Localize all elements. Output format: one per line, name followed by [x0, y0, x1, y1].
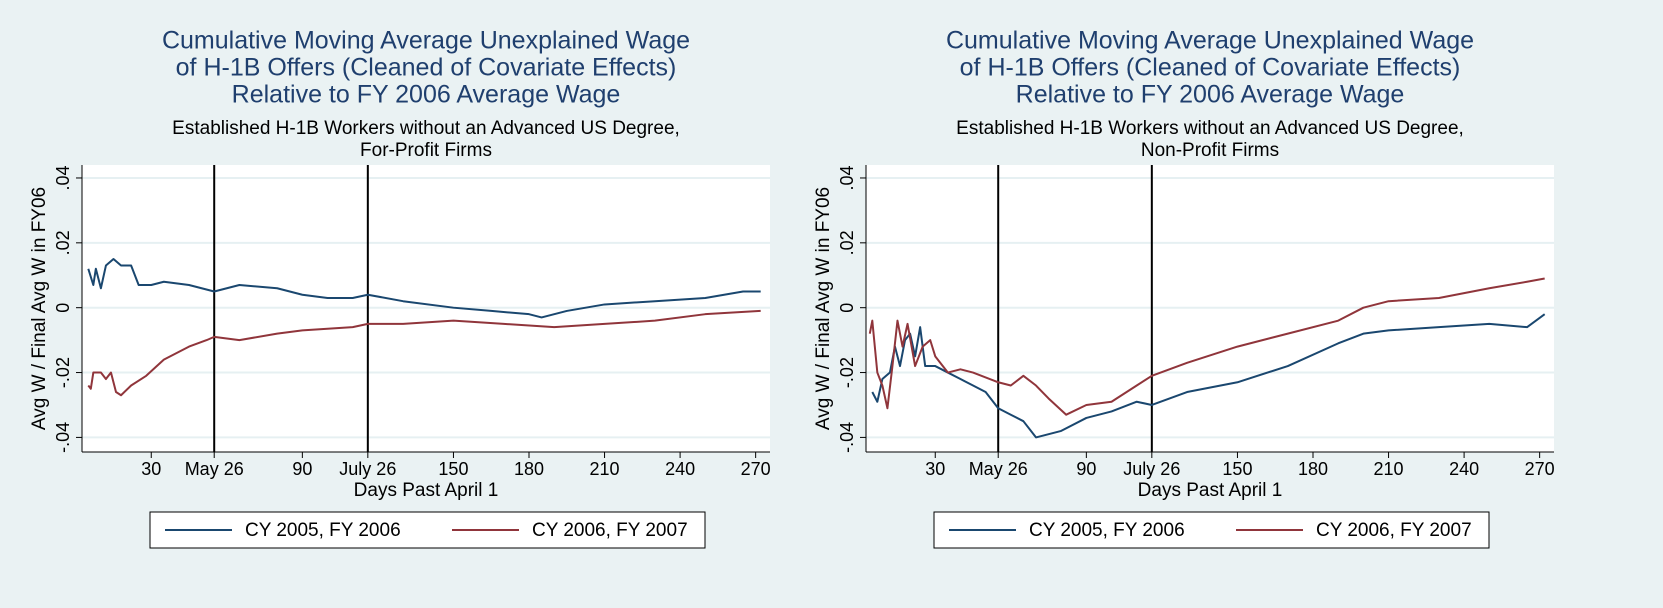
- data-line: [87, 309, 761, 397]
- x-tick-label: 270: [1525, 459, 1555, 479]
- x-tick-label: 30: [925, 459, 945, 479]
- chart-subtitle: Non-Profit Firms: [1141, 140, 1279, 161]
- x-tick-label: 180: [1298, 459, 1328, 479]
- chart-title: Cumulative Moving Average Unexplained Wa…: [162, 27, 690, 55]
- x-tick-label: 150: [1222, 459, 1252, 479]
- y-tick-label: .04: [837, 165, 857, 190]
- x-tick-label: 150: [438, 459, 468, 479]
- chart-subtitle: For-Profit Firms: [360, 140, 492, 161]
- x-tick-label: 90: [292, 459, 312, 479]
- legend-label: CY 2005, FY 2006: [1029, 520, 1185, 541]
- chart-subtitle: Established H-1B Workers without an Adva…: [172, 118, 680, 139]
- y-tick-label: 0: [53, 303, 73, 313]
- data-line: [87, 258, 761, 319]
- x-tick-label: 270: [741, 459, 771, 479]
- y-tick-label: -.04: [53, 422, 73, 453]
- chart-title: Relative to FY 2006 Average Wage: [1016, 81, 1405, 109]
- y-tick-label: .02: [53, 230, 73, 255]
- data-line: [871, 313, 1546, 439]
- chart-title: Cumulative Moving Average Unexplained Wa…: [946, 27, 1474, 55]
- x-tick-label: July 26: [339, 459, 396, 479]
- legend-label: CY 2005, FY 2006: [245, 520, 401, 541]
- x-tick-label: 180: [514, 459, 544, 479]
- y-axis-title: Avg W / Final Avg W in FY06: [813, 187, 834, 430]
- legend: [149, 511, 706, 549]
- x-tick-label: July 26: [1123, 459, 1180, 479]
- panel: Cumulative Moving Average Unexplained Wa…: [29, 27, 771, 549]
- x-tick-label: May 26: [969, 459, 1028, 479]
- y-tick-label: -.04: [837, 422, 857, 453]
- y-tick-label: .02: [837, 230, 857, 255]
- panel: Cumulative Moving Average Unexplained Wa…: [813, 27, 1555, 549]
- legend: [933, 511, 1490, 549]
- x-tick-label: 240: [1449, 459, 1479, 479]
- y-axis-title: Avg W / Final Avg W in FY06: [29, 187, 50, 430]
- chart-title: of H-1B Offers (Cleaned of Covariate Eff…: [960, 54, 1461, 82]
- chart-title: Relative to FY 2006 Average Wage: [232, 81, 621, 109]
- x-axis-title: Days Past April 1: [1138, 480, 1283, 501]
- x-tick-label: 210: [1374, 459, 1404, 479]
- data-line: [868, 277, 1545, 416]
- x-tick-label: 90: [1076, 459, 1096, 479]
- y-tick-label: .04: [53, 165, 73, 190]
- y-tick-label: -.02: [53, 357, 73, 388]
- legend-label: CY 2006, FY 2007: [1316, 520, 1472, 541]
- legend-label: CY 2006, FY 2007: [532, 520, 688, 541]
- x-tick-label: May 26: [185, 459, 244, 479]
- y-tick-label: 0: [837, 303, 857, 313]
- y-tick-label: -.02: [837, 357, 857, 388]
- chart-subtitle: Established H-1B Workers without an Adva…: [956, 118, 1464, 139]
- chart-title: of H-1B Offers (Cleaned of Covariate Eff…: [176, 54, 677, 82]
- x-tick-label: 240: [665, 459, 695, 479]
- x-tick-label: 210: [590, 459, 620, 479]
- x-tick-label: 30: [141, 459, 161, 479]
- x-axis-title: Days Past April 1: [354, 480, 499, 501]
